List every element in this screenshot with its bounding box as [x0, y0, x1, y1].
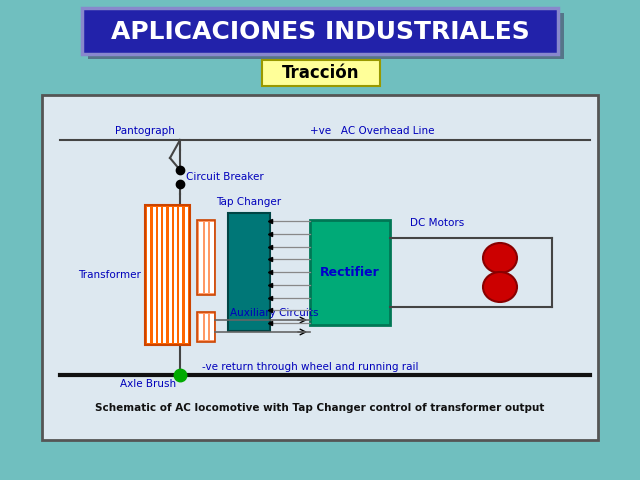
Ellipse shape: [483, 272, 517, 302]
Text: -ve return through wheel and running rail: -ve return through wheel and running rai…: [202, 362, 419, 372]
Bar: [179, 207, 182, 343]
Text: APLICACIONES INDUSTRIALES: APLICACIONES INDUSTRIALES: [111, 20, 529, 44]
Bar: [153, 207, 156, 343]
Text: Axle Brush: Axle Brush: [120, 379, 176, 389]
Text: Tracción: Tracción: [282, 64, 360, 82]
Bar: [197, 220, 215, 295]
Text: Rectifier: Rectifier: [320, 266, 380, 279]
Bar: [205, 222, 208, 293]
Text: Pantograph: Pantograph: [115, 126, 175, 136]
Text: Tap Changer: Tap Changer: [216, 197, 282, 207]
Bar: [169, 207, 172, 343]
Bar: [210, 222, 214, 293]
Text: Transformer: Transformer: [78, 270, 141, 280]
Bar: [88, 13, 564, 59]
Bar: [147, 207, 150, 343]
Bar: [158, 207, 161, 343]
Bar: [205, 314, 208, 340]
Text: Auxiliary Circuits: Auxiliary Circuits: [230, 308, 319, 318]
Text: +ve   AC Overhead Line: +ve AC Overhead Line: [310, 126, 435, 136]
Bar: [185, 207, 188, 343]
Ellipse shape: [483, 243, 517, 273]
Text: Schematic of AC locomotive with Tap Changer control of transformer output: Schematic of AC locomotive with Tap Chan…: [95, 403, 545, 413]
Bar: [145, 205, 190, 345]
Text: DC Motors: DC Motors: [410, 218, 464, 228]
Bar: [310, 220, 390, 325]
Bar: [262, 60, 380, 86]
Bar: [174, 207, 177, 343]
Bar: [199, 222, 202, 293]
Bar: [163, 207, 166, 343]
Bar: [42, 95, 598, 440]
Text: Circuit Breaker: Circuit Breaker: [186, 172, 264, 182]
Bar: [82, 8, 558, 54]
Bar: [199, 314, 202, 340]
Bar: [197, 312, 215, 342]
Bar: [210, 314, 214, 340]
Bar: [228, 213, 270, 331]
